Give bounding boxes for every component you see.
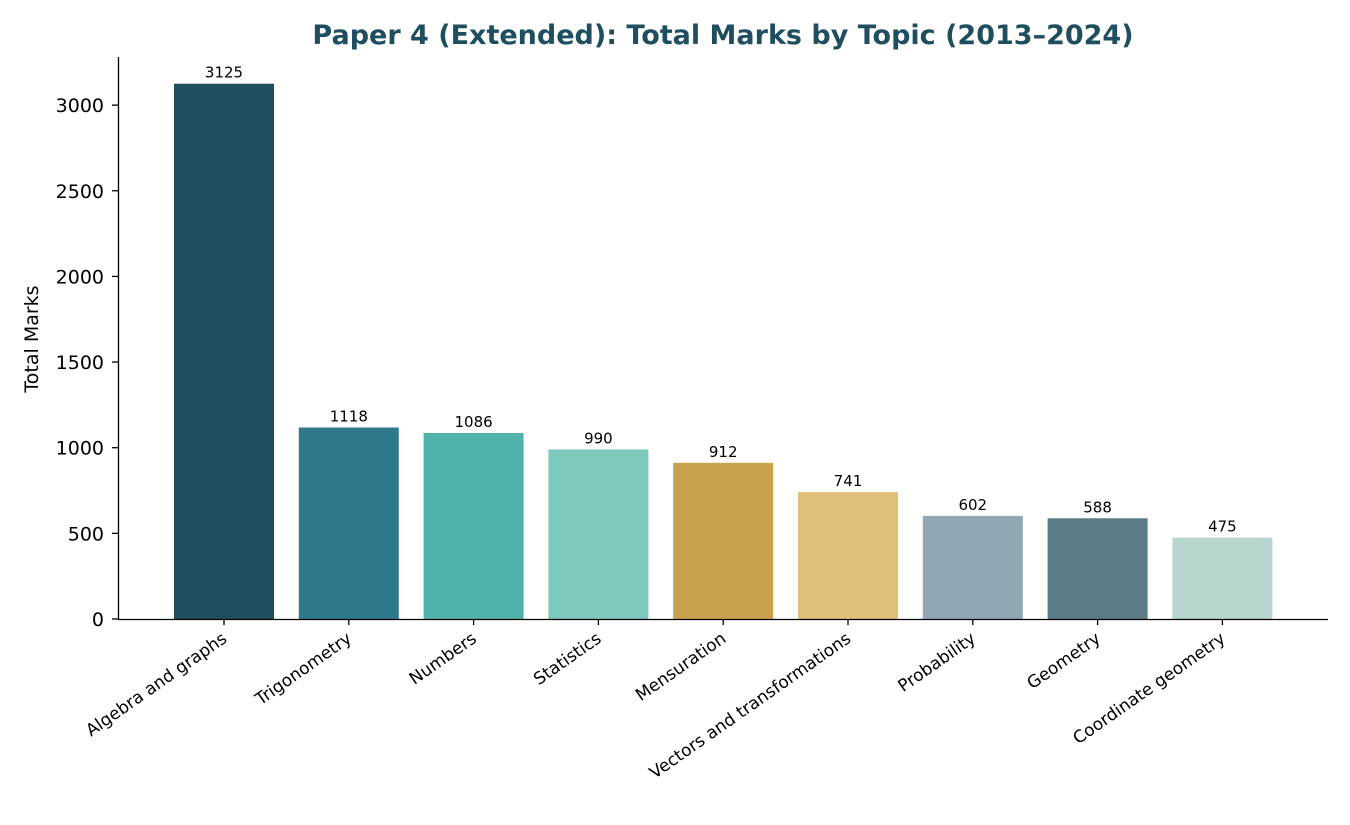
data-label: 912 [709,443,738,461]
x-tick-label: Geometry [1024,629,1105,694]
x-tick-label: Mensuration [632,629,730,706]
bar [423,432,524,619]
data-label: 602 [958,496,987,514]
x-tick-label: Probability [895,629,980,697]
y-tick-label: 2000 [56,266,104,288]
data-label: 990 [584,429,613,447]
data-label: 1086 [455,413,493,431]
bar [1172,537,1273,619]
y-tick-label: 2500 [56,181,104,203]
y-tick-label: 3000 [56,95,104,117]
bar [798,492,898,619]
x-tick-label: Statistics [530,629,605,690]
x-tick-label: Vectors and transformations [646,629,855,784]
bar [1047,518,1148,619]
data-label: 3125 [205,64,243,82]
bar [922,515,1023,619]
data-label: 588 [1083,498,1112,516]
bar [298,427,399,619]
x-tick-label: Algebra and graphs [82,629,231,741]
x-axis: Algebra and graphs Trigonometry Numbers Sta… [82,619,1229,783]
y-tick-label: 500 [68,523,104,545]
y-axis: 0 500 1000 1500 2000 2500 3000 [56,95,118,631]
data-label: 475 [1208,518,1237,536]
y-tick-label: 1000 [56,438,104,460]
bar [673,462,774,619]
y-tick-label: 0 [92,609,104,631]
x-tick-label: Trigonometry [251,629,356,711]
data-label: 1118 [330,407,368,425]
data-label: 741 [834,472,863,490]
y-axis-label: Total Marks [21,285,43,393]
chart-title: Paper 4 (Extended): Total Marks by Topic… [312,20,1133,51]
bars-group [174,83,1273,619]
data-labels-group: 3125 1118 1086 990 912 741 602 588 475 [205,64,1237,536]
bar [174,83,274,619]
y-tick-label: 1500 [56,352,104,374]
x-tick-label: Numbers [406,629,481,690]
bar [548,449,649,619]
